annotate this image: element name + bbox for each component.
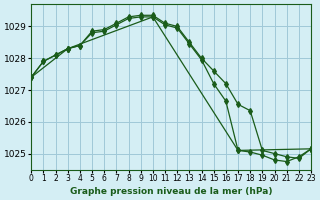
X-axis label: Graphe pression niveau de la mer (hPa): Graphe pression niveau de la mer (hPa) [70,187,272,196]
